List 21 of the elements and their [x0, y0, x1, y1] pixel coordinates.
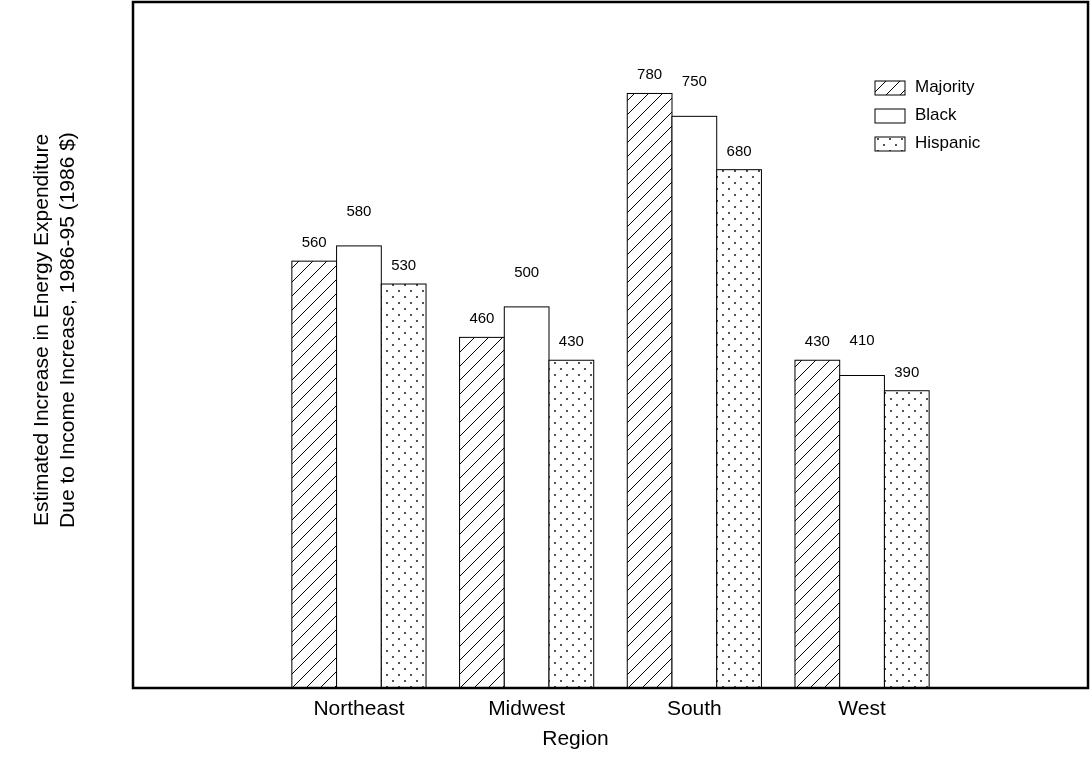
- x-tick-label: South: [666, 695, 722, 719]
- data-label: 750: [681, 72, 707, 90]
- data-label: 500: [514, 262, 540, 280]
- x-tick-label: Northeast: [313, 695, 405, 719]
- data-label: 460: [469, 309, 495, 327]
- data-label: 410: [849, 331, 875, 349]
- data-label: 530: [391, 256, 417, 274]
- y-axis-title: Estimated Increase in Energy Expenditure Due to Income Increase, 1986-95 (1986 $): [29, 132, 78, 528]
- data-label: 390: [894, 362, 920, 380]
- legend-label: Majority: [915, 77, 976, 96]
- data-label: 580: [346, 201, 372, 219]
- x-tick-label: West: [838, 695, 886, 719]
- x-axis-title: Region: [542, 726, 609, 749]
- legend-label: Hispanic: [915, 133, 981, 152]
- data-label: 430: [558, 332, 584, 350]
- data-label: 680: [726, 141, 752, 159]
- data-label: 430: [804, 332, 830, 350]
- data-label: 560: [301, 233, 327, 251]
- data-label: 780: [637, 65, 663, 83]
- legend-label: Black: [915, 105, 958, 124]
- x-tick-label: Midwest: [488, 695, 566, 719]
